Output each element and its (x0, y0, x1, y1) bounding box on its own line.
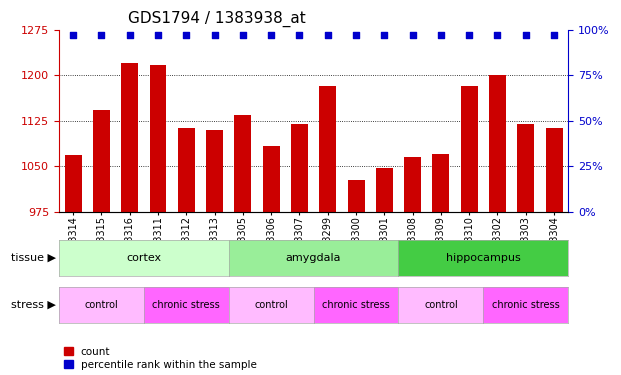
Bar (376, 168, 393, 212)
Bar (150, 64, 166, 212)
Text: chronic stress: chronic stress (152, 300, 220, 310)
Text: tissue ▶: tissue ▶ (11, 253, 56, 263)
Bar (263, 146, 279, 212)
Point (407, 33, 417, 39)
Point (238, 33, 248, 39)
Text: stress ▶: stress ▶ (11, 300, 56, 310)
Bar (489, 75, 506, 212)
Text: control: control (84, 300, 119, 310)
Point (521, 33, 531, 39)
Point (210, 33, 220, 39)
Text: GDS1794 / 1383938_at: GDS1794 / 1383938_at (129, 11, 306, 27)
Text: control: control (254, 300, 288, 310)
Point (96, 33, 106, 39)
Point (153, 33, 163, 39)
Bar (319, 86, 336, 212)
Point (323, 33, 333, 39)
Bar (348, 180, 365, 212)
Point (68, 33, 78, 39)
Bar (93, 110, 110, 212)
Point (465, 33, 474, 39)
Text: control: control (424, 300, 458, 310)
Point (266, 33, 276, 39)
Bar (178, 128, 195, 212)
Point (379, 33, 389, 39)
Text: amygdala: amygdala (286, 253, 342, 263)
Point (181, 33, 191, 39)
Point (351, 33, 361, 39)
Text: cortex: cortex (126, 253, 161, 263)
Bar (461, 86, 478, 212)
Bar (546, 128, 563, 212)
Bar (121, 63, 138, 212)
Point (294, 33, 304, 39)
Bar (206, 130, 223, 212)
Point (125, 33, 135, 39)
Text: chronic stress: chronic stress (492, 300, 560, 310)
Point (436, 33, 446, 39)
Text: hippocampus: hippocampus (446, 253, 521, 263)
Bar (404, 157, 421, 212)
Bar (234, 115, 252, 212)
Bar (65, 156, 81, 212)
Bar (432, 154, 450, 212)
Bar (517, 124, 534, 212)
Legend: count, percentile rank within the sample: count, percentile rank within the sample (64, 346, 256, 370)
Point (549, 33, 559, 39)
Bar (291, 124, 308, 212)
Text: chronic stress: chronic stress (322, 300, 390, 310)
Point (492, 33, 502, 39)
